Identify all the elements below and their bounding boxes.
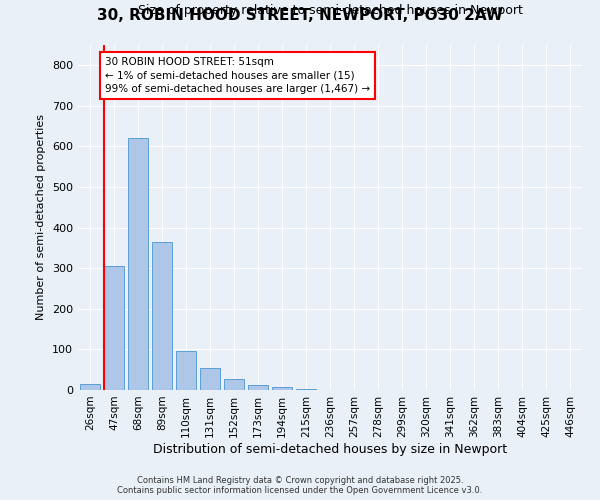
Bar <box>104 266 124 390</box>
Bar <box>224 379 244 390</box>
Bar <box>248 385 268 390</box>
Y-axis label: Number of semi-detached properties: Number of semi-detached properties <box>37 114 46 320</box>
X-axis label: Distribution of semi-detached houses by size in Newport: Distribution of semi-detached houses by … <box>153 442 507 456</box>
Bar <box>272 387 292 390</box>
Title: Size of property relative to semi-detached houses in Newport: Size of property relative to semi-detach… <box>137 4 523 18</box>
Bar <box>176 350 196 390</box>
Bar <box>128 138 148 390</box>
Bar <box>80 384 100 390</box>
Text: 30, ROBIN HOOD STREET, NEWPORT, PO30 2AW: 30, ROBIN HOOD STREET, NEWPORT, PO30 2AW <box>97 8 503 22</box>
Bar <box>200 368 220 390</box>
Text: 30 ROBIN HOOD STREET: 51sqm
← 1% of semi-detached houses are smaller (15)
99% of: 30 ROBIN HOOD STREET: 51sqm ← 1% of semi… <box>105 57 370 94</box>
Bar <box>152 242 172 390</box>
Bar <box>296 389 316 390</box>
Text: Contains HM Land Registry data © Crown copyright and database right 2025.
Contai: Contains HM Land Registry data © Crown c… <box>118 476 482 495</box>
